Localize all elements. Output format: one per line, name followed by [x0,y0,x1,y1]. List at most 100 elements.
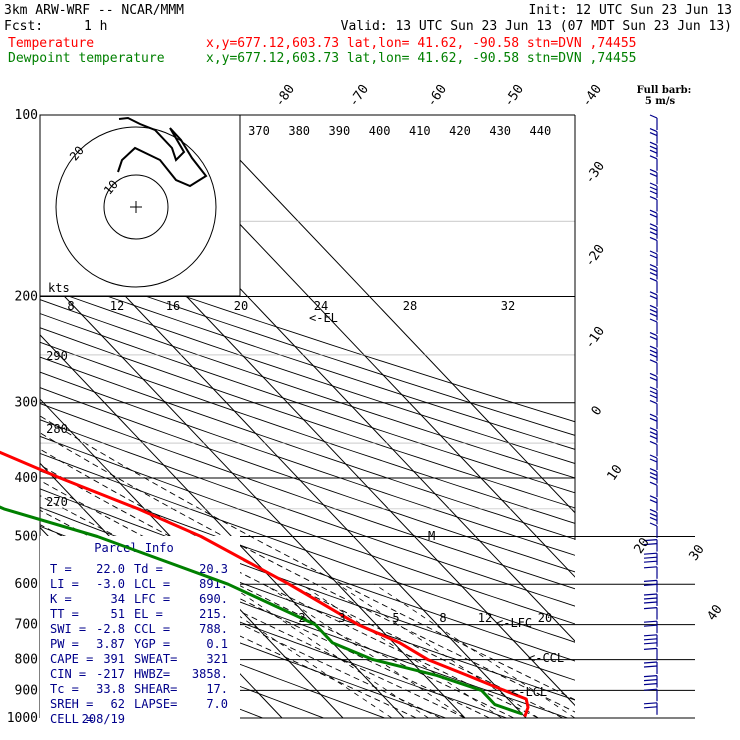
parcel-param-value: 788. [199,622,228,636]
isotherm-label: 20 [631,535,652,556]
wind-barb-flag [643,566,658,569]
dry-adiabat [40,586,385,718]
speed-label: 12 [110,299,124,313]
wind-barb-flag [649,254,658,259]
isotherm-label: -60 [424,82,450,110]
parcel-param-name: SWI = [50,622,86,636]
wind-barb-flag [649,231,658,236]
ccl-marker: <-CCL [528,651,564,665]
lcl-marker: <-LCL [511,685,547,699]
mixing-ratio-label: 5 [392,611,399,625]
isotherm-label: 0 [589,403,606,418]
isotherm-label: -50 [501,82,527,110]
isotherm-line [196,115,575,514]
pressure-tick-label: 100 [15,108,38,123]
parcel-panel-bg [40,536,240,720]
wind-barb-flag [649,209,658,214]
isotherm-line [40,334,405,718]
wind-barb-flag [649,268,658,273]
parcel-param-name: Tc = [50,682,79,696]
m-marker: M [428,529,435,543]
wind-barb-flag [649,359,658,364]
parcel-param-value: 321 [206,652,228,666]
wind-barb-flag [649,308,658,313]
speed-label: 24 [314,299,328,313]
wind-barb-flag [649,372,658,377]
wind-barb-flag [649,250,658,255]
mixing-ratio-label: 20 [538,611,552,625]
parcel-param-value: 34 [111,592,125,606]
wind-barb-flag [643,560,658,563]
wind-barb-flag [643,679,658,682]
wind-barb-flag [643,647,658,650]
isotherm-label: 30 [686,542,707,563]
wind-barb-flag [649,458,658,463]
wind-barb-flag [649,213,658,218]
speed-label: 20 [234,299,248,313]
model-title: 3km ARW-WRF -- NCAR/MMM [4,3,184,18]
hodograph-ring-20 [55,126,217,288]
wind-barb-flag [643,683,658,686]
hodograph-ring-10 [103,174,169,240]
parcel-param-value: 22.0 [96,562,125,576]
parcel-param-name: LFC = [134,592,170,606]
wind-barb-flag [643,601,658,604]
parcel-param-name: LAPSE= [134,697,177,711]
parcel-param-value: 17. [206,682,228,696]
parcel-param-value: 51 [111,607,125,621]
parcel-param-name: CAPE = [50,652,93,666]
parcel-param-value: 7.0 [206,697,228,711]
theta-label: 370 [248,124,270,138]
wind-barb-flag [649,227,658,232]
wind-barb-flag [649,182,658,187]
wind-barb-flag [649,386,658,391]
wind-barb-flag [649,468,658,473]
wind-barb-flag [643,543,658,546]
wind-barbs [643,114,658,715]
isotherm-label: -70 [346,82,372,110]
wind-barb-flag [649,394,658,399]
isotherm-label: -80 [272,82,298,110]
dry-adiabat [40,470,575,662]
wind-barb-flag [649,431,658,436]
parcel-param-value: 3.87 [96,637,125,651]
forecast-hour: 1 h [84,19,107,34]
wind-barb-flag [649,172,658,177]
wind-barb-flag [643,661,658,664]
wind-barb-flag [649,413,658,418]
wind-barb-flag [643,688,658,691]
parcel-param-value: 208/19 [82,712,125,726]
wind-barb-flag [649,508,658,513]
temperature-location: x,y=677.12,603.73 lat,lon= 41.62, -90.58… [206,36,636,51]
wind-barb-flag [643,620,658,623]
theta-label: 380 [288,124,310,138]
wind-barb-flag [649,454,658,459]
mixing-ratio-line [374,583,576,719]
wind-barb-flag [649,304,658,309]
theta-label: 430 [489,124,511,138]
wind-barb-flag [643,583,658,586]
barb-legend-value: 5 m/s [645,96,676,107]
wind-barb-flag [643,552,658,555]
parcel-param-name: Td = [134,562,163,576]
wind-barb-flag [649,291,658,296]
dry-adiabat [40,452,575,643]
pressure-tick-label: 200 [15,290,38,305]
wind-barb-flag [649,236,658,241]
wind-barb-flag [649,336,658,341]
pressure-tick-label: 900 [15,683,38,698]
parcel-param-name: LCL = [134,577,170,591]
pressure-tick-label: 300 [15,396,38,411]
parcel-param-value: 690. [199,592,228,606]
mixing-ratio-line [264,583,466,719]
speed-label: 16 [166,299,180,313]
pressure-tick-label: 600 [15,577,38,592]
parcel-param-value: 62 [111,697,125,711]
wind-barb-flag [643,665,658,668]
wind-barb-flag [649,476,658,481]
parcel-panel-title: Parcel Info [94,541,173,555]
wind-barb-flag [649,128,658,133]
theta-side-label: 290 [46,349,68,363]
